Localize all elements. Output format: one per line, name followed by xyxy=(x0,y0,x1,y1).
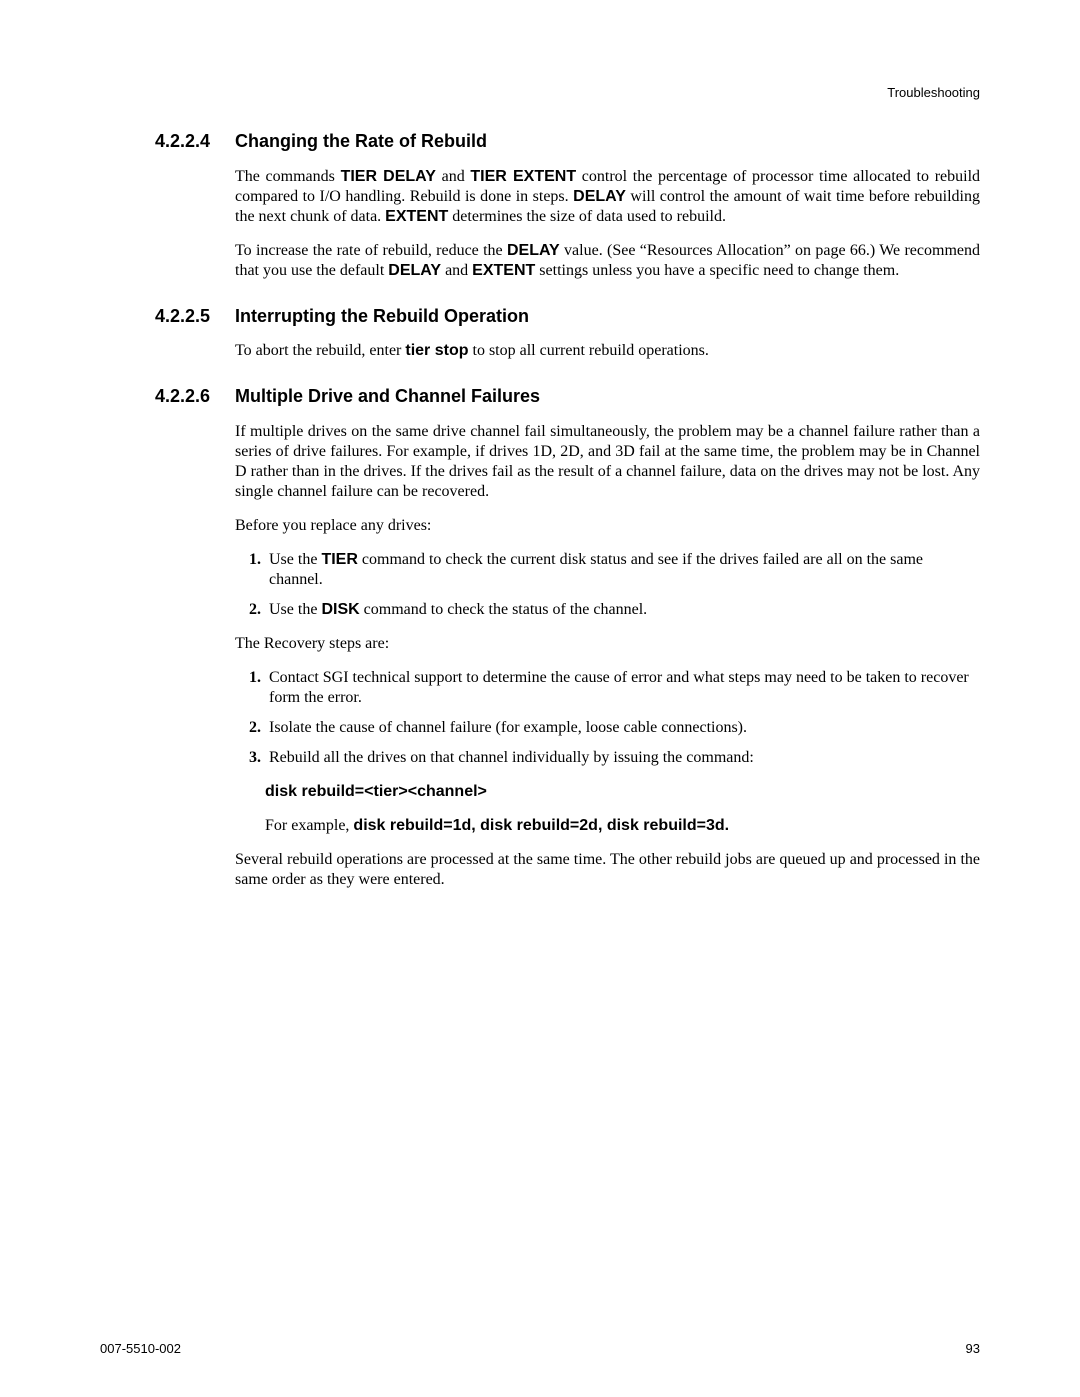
footer-docid: 007-5510-002 xyxy=(100,1341,181,1357)
ordered-list: Contact SGI technical support to determi… xyxy=(235,668,980,768)
section-body: The commands TIER DELAY and TIER EXTENT … xyxy=(235,167,980,281)
paragraph: To increase the rate of rebuild, reduce … xyxy=(235,241,980,281)
heading-title: Changing the Rate of Rebuild xyxy=(235,130,487,153)
page-content: 4.2.2.4 Changing the Rate of Rebuild The… xyxy=(155,130,980,890)
list-item: Rebuild all the drives on that channel i… xyxy=(265,748,980,768)
heading-4-2-2-5: 4.2.2.5 Interrupting the Rebuild Operati… xyxy=(155,305,980,328)
footer-pagenum: 93 xyxy=(966,1341,980,1357)
paragraph: The commands TIER DELAY and TIER EXTENT … xyxy=(235,167,980,227)
ordered-list: Use the TIER command to check the curren… xyxy=(235,550,980,620)
heading-4-2-2-6: 4.2.2.6 Multiple Drive and Channel Failu… xyxy=(155,385,980,408)
heading-number: 4.2.2.6 xyxy=(155,385,235,408)
section-body: If multiple drives on the same drive cha… xyxy=(235,422,980,890)
list-item: Use the TIER command to check the curren… xyxy=(265,550,980,590)
paragraph: Several rebuild operations are processed… xyxy=(235,850,980,890)
running-head: Troubleshooting xyxy=(887,85,980,101)
list-item: Use the DISK command to check the status… xyxy=(265,600,980,620)
list-item: Contact SGI technical support to determi… xyxy=(265,668,980,708)
paragraph: To abort the rebuild, enter tier stop to… xyxy=(235,341,980,361)
page-footer: 007-5510-002 93 xyxy=(100,1341,980,1357)
heading-4-2-2-4: 4.2.2.4 Changing the Rate of Rebuild xyxy=(155,130,980,153)
heading-title: Multiple Drive and Channel Failures xyxy=(235,385,540,408)
heading-title: Interrupting the Rebuild Operation xyxy=(235,305,529,328)
paragraph: The Recovery steps are: xyxy=(235,634,980,654)
paragraph: If multiple drives on the same drive cha… xyxy=(235,422,980,502)
section-body: To abort the rebuild, enter tier stop to… xyxy=(235,341,980,361)
command-line: disk rebuild=<tier><channel> xyxy=(265,782,980,802)
heading-number: 4.2.2.4 xyxy=(155,130,235,153)
paragraph: Before you replace any drives: xyxy=(235,516,980,536)
page: Troubleshooting 4.2.2.4 Changing the Rat… xyxy=(0,0,1080,1397)
list-item: Isolate the cause of channel failure (fo… xyxy=(265,718,980,738)
example-line: For example, disk rebuild=1d, disk rebui… xyxy=(265,816,980,836)
heading-number: 4.2.2.5 xyxy=(155,305,235,328)
